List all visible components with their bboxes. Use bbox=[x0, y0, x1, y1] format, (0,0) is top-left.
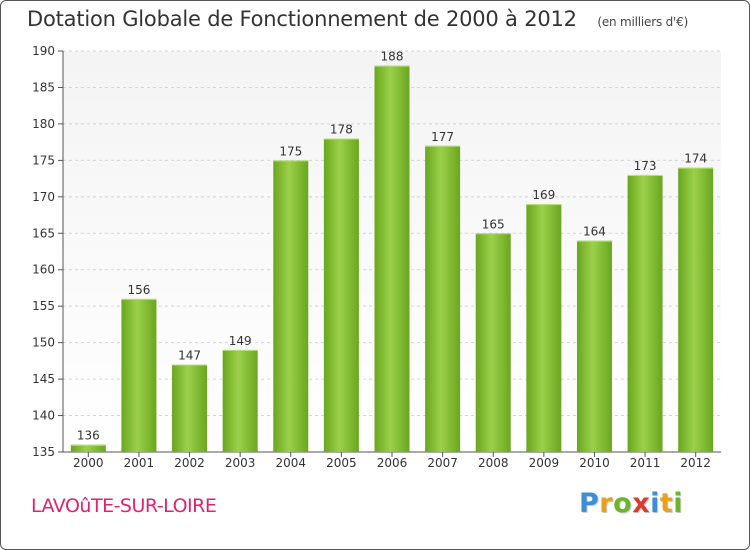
data-label-2007: 177 bbox=[431, 130, 454, 144]
bar-2003 bbox=[222, 349, 258, 452]
x-tick-label-2000: 2000 bbox=[73, 456, 104, 470]
bar-2005 bbox=[323, 138, 359, 452]
bar-2001 bbox=[121, 298, 157, 452]
data-label-2008: 165 bbox=[482, 217, 505, 231]
y-tick-label-160: 160 bbox=[32, 263, 55, 277]
bar-2000 bbox=[70, 444, 106, 452]
data-label-2011: 173 bbox=[634, 159, 657, 173]
proxiti-logo: Proxiti bbox=[579, 488, 683, 519]
data-label-2002: 147 bbox=[178, 349, 201, 363]
data-label-2012: 174 bbox=[684, 152, 707, 166]
x-tick-label-2012: 2012 bbox=[680, 456, 711, 470]
y-tick-label-165: 165 bbox=[32, 226, 55, 240]
logo-letter-1: r bbox=[599, 488, 614, 519]
data-label-2009: 169 bbox=[532, 188, 555, 202]
logo-letter-4: i bbox=[650, 488, 660, 519]
data-label-2003: 149 bbox=[229, 334, 252, 348]
x-tick-label-2004: 2004 bbox=[275, 456, 306, 470]
data-label-2006: 188 bbox=[381, 50, 404, 64]
logo-letter-5: t bbox=[659, 488, 674, 519]
x-tick-label-2009: 2009 bbox=[529, 456, 560, 470]
bar-2010 bbox=[576, 240, 612, 452]
data-label-2005: 178 bbox=[330, 122, 353, 136]
y-tick-label-145: 145 bbox=[32, 372, 55, 386]
x-tick-label-2003: 2003 bbox=[225, 456, 256, 470]
x-tick-label-2011: 2011 bbox=[630, 456, 661, 470]
bar-2008 bbox=[475, 233, 511, 452]
y-tick-label-170: 170 bbox=[32, 190, 55, 204]
x-tick-label-2002: 2002 bbox=[174, 456, 205, 470]
x-tick-label-2010: 2010 bbox=[579, 456, 610, 470]
data-label-2010: 164 bbox=[583, 225, 606, 239]
chart-unit: (en milliers d'€) bbox=[597, 15, 689, 29]
bar-2004 bbox=[273, 160, 309, 452]
bar-2012 bbox=[678, 167, 714, 452]
y-tick-label-135: 135 bbox=[32, 445, 55, 459]
y-tick-label-180: 180 bbox=[32, 117, 55, 131]
bar-2009 bbox=[526, 204, 562, 452]
logo-letter-6: i bbox=[673, 488, 684, 519]
bar-2006 bbox=[374, 65, 410, 452]
x-tick-label-2006: 2006 bbox=[377, 456, 408, 470]
commune-name: LAVOûTE-SUR-LOIRE bbox=[31, 495, 217, 517]
logo-letter-2: o bbox=[613, 488, 633, 519]
data-label-2000: 136 bbox=[77, 429, 100, 443]
chart-title: Dotation Globale de Fonctionnement de 20… bbox=[27, 7, 688, 31]
y-tick-label-140: 140 bbox=[32, 409, 55, 423]
y-tick-label-175: 175 bbox=[32, 153, 55, 167]
bar-2007 bbox=[425, 145, 461, 453]
logo-letter-0: P bbox=[579, 488, 600, 519]
x-tick-label-2001: 2001 bbox=[124, 456, 155, 470]
bar-2002 bbox=[172, 364, 208, 452]
data-label-2004: 175 bbox=[279, 144, 302, 158]
logo-letter-3: x bbox=[632, 488, 651, 519]
y-tick-label-190: 190 bbox=[32, 44, 55, 58]
x-tick-label-2008: 2008 bbox=[478, 456, 509, 470]
chart-title-text: Dotation Globale de Fonctionnement de 20… bbox=[27, 7, 577, 31]
x-tick-label-2005: 2005 bbox=[326, 456, 357, 470]
y-tick-label-185: 185 bbox=[32, 80, 55, 94]
y-tick-label-155: 155 bbox=[32, 299, 55, 313]
x-tick-label-2007: 2007 bbox=[427, 456, 458, 470]
bar-2011 bbox=[627, 174, 663, 453]
data-label-2001: 156 bbox=[127, 283, 150, 297]
y-tick-label-150: 150 bbox=[32, 336, 55, 350]
